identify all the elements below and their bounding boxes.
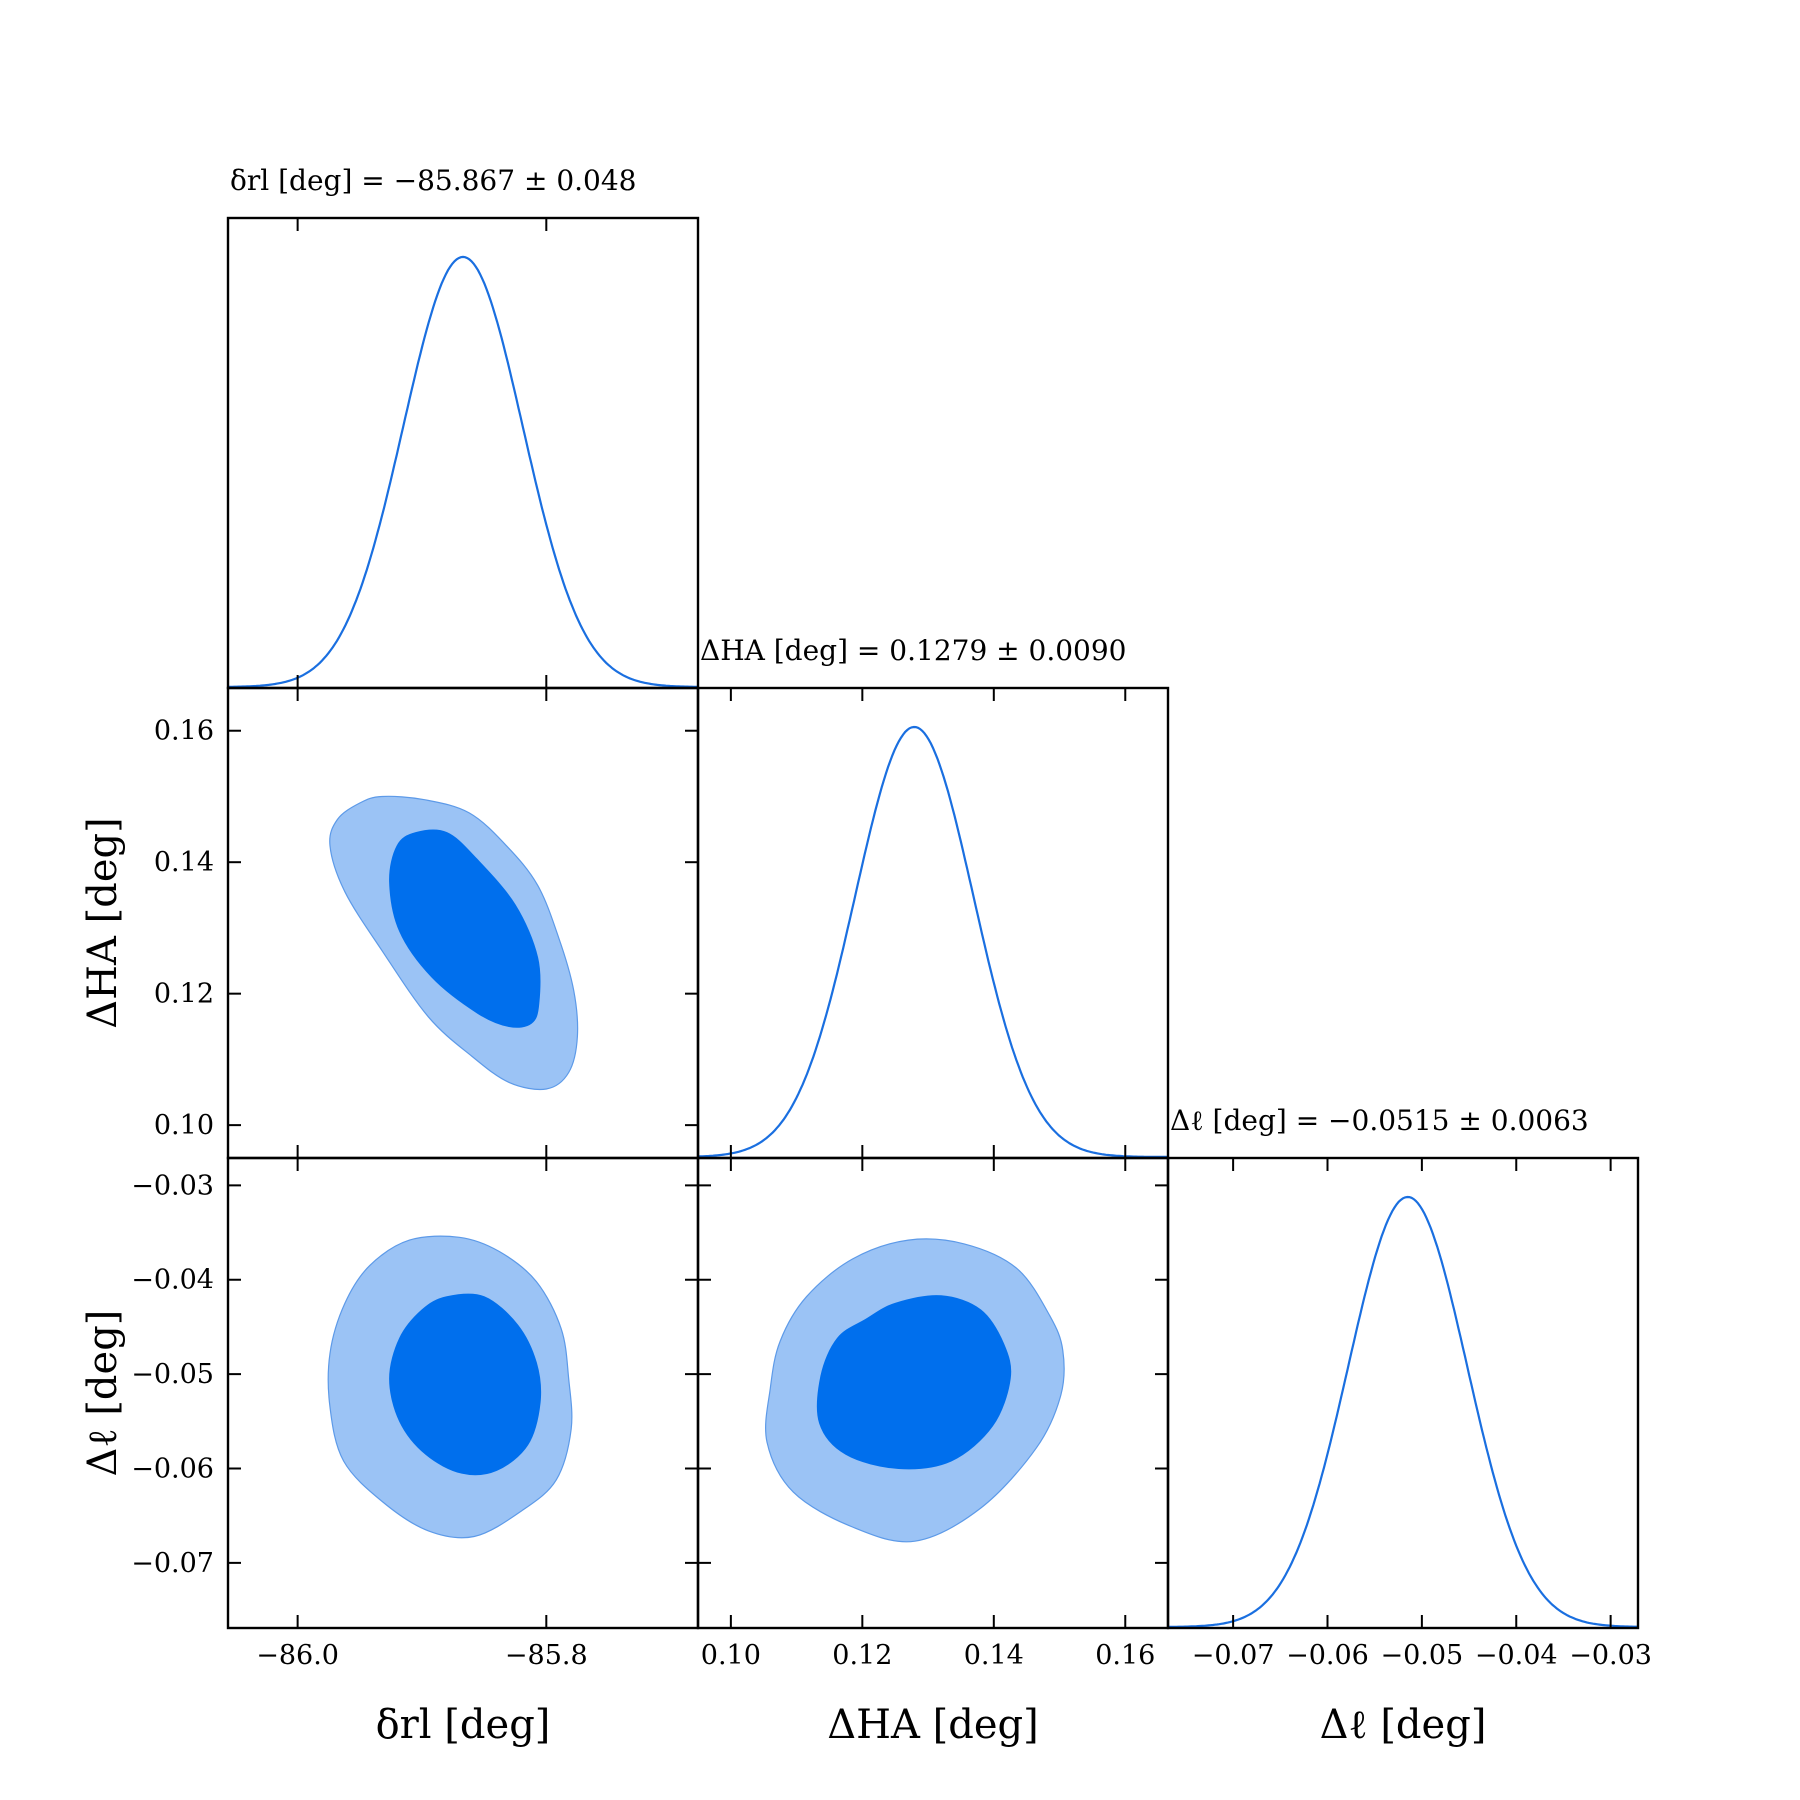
y-tick-label: 0.10 [154, 1110, 214, 1141]
y-axis-dha: 0.10 0.12 0.14 0.16 ΔHA [deg] [80, 716, 214, 1141]
panel-frame [1166, 1156, 1640, 1630]
marginal-dha: ΔHA [deg] = 0.1279 ± 0.0090 [697, 634, 1169, 1159]
x-tick-label: −0.04 [1475, 1640, 1558, 1671]
x-axis-label-dha: ΔHA [deg] [827, 1702, 1038, 1748]
marginal-title-dha: ΔHA [deg] = 0.1279 ± 0.0090 [700, 634, 1127, 667]
x-axis-dl: −0.07 −0.06 −0.05 −0.04 −0.03 Δℓ [deg] [1192, 1640, 1652, 1748]
x-tick-label: 0.14 [964, 1640, 1024, 1671]
marginal-curve-dl [1168, 1195, 1639, 1629]
x-axis-label-drl: δrl [deg] [376, 1702, 551, 1748]
panel-2-2 [1166, 1156, 1640, 1630]
marginal-drl: δrl [deg] = −85.867 ± 0.048 [228, 164, 698, 688]
y-tick-label: 0.16 [154, 716, 214, 747]
y-axis-label-dl: Δℓ [deg] [80, 1310, 126, 1477]
y-tick-label: −0.06 [131, 1454, 214, 1485]
y-tick-label: −0.03 [131, 1170, 214, 1201]
y-axis-label-dha: ΔHA [deg] [80, 817, 126, 1028]
y-tick-label: −0.05 [131, 1359, 214, 1390]
x-tick-label: −86.0 [256, 1640, 339, 1671]
marginal-title-dl: Δℓ [deg] = −0.0515 ± 0.0063 [1170, 1104, 1589, 1137]
x-axis-dha: 0.10 0.12 0.14 0.16 ΔHA [deg] [701, 1640, 1156, 1748]
marginal-title-drl: δrl [deg] = −85.867 ± 0.048 [230, 164, 636, 197]
y-tick-label: −0.04 [131, 1265, 214, 1296]
contour-68-drl-dha [389, 829, 541, 1028]
x-axis-drl: −86.0 −85.8 δrl [deg] [256, 1640, 587, 1748]
x-tick-label: 0.10 [701, 1640, 761, 1671]
contour-drl-dl [327, 1235, 573, 1539]
contour-68-dha-dl [816, 1295, 1012, 1470]
y-tick-label: −0.07 [131, 1548, 214, 1579]
panel-1-1 [696, 686, 1170, 1160]
contour-dha-dl [765, 1238, 1065, 1543]
x-tick-label: −0.03 [1569, 1640, 1652, 1671]
contour-drl-dha [329, 795, 579, 1091]
contour-68-drl-dl [389, 1293, 542, 1476]
panel-0-0 [226, 216, 700, 690]
x-tick-label: −0.06 [1286, 1640, 1369, 1671]
x-tick-label: −0.07 [1192, 1640, 1275, 1671]
marginal-curve-drl [228, 255, 698, 688]
y-tick-label: 0.12 [154, 979, 214, 1010]
marginal-dl: Δℓ [deg] = −0.0515 ± 0.0063 [1168, 1104, 1639, 1629]
x-tick-label: 0.16 [1095, 1640, 1155, 1671]
x-tick-label: −85.8 [505, 1640, 588, 1671]
panel-frame [696, 686, 1170, 1160]
y-tick-label: 0.14 [154, 847, 214, 878]
y-axis-dl: −0.07 −0.06 −0.05 −0.04 −0.03 Δℓ [deg] [80, 1170, 214, 1579]
marginal-curve-dha [697, 725, 1169, 1159]
x-tick-label: 0.12 [832, 1640, 892, 1671]
x-tick-label: −0.05 [1381, 1640, 1464, 1671]
panel-frame [226, 216, 700, 690]
x-axis-label-dl: Δℓ [deg] [1320, 1702, 1487, 1748]
